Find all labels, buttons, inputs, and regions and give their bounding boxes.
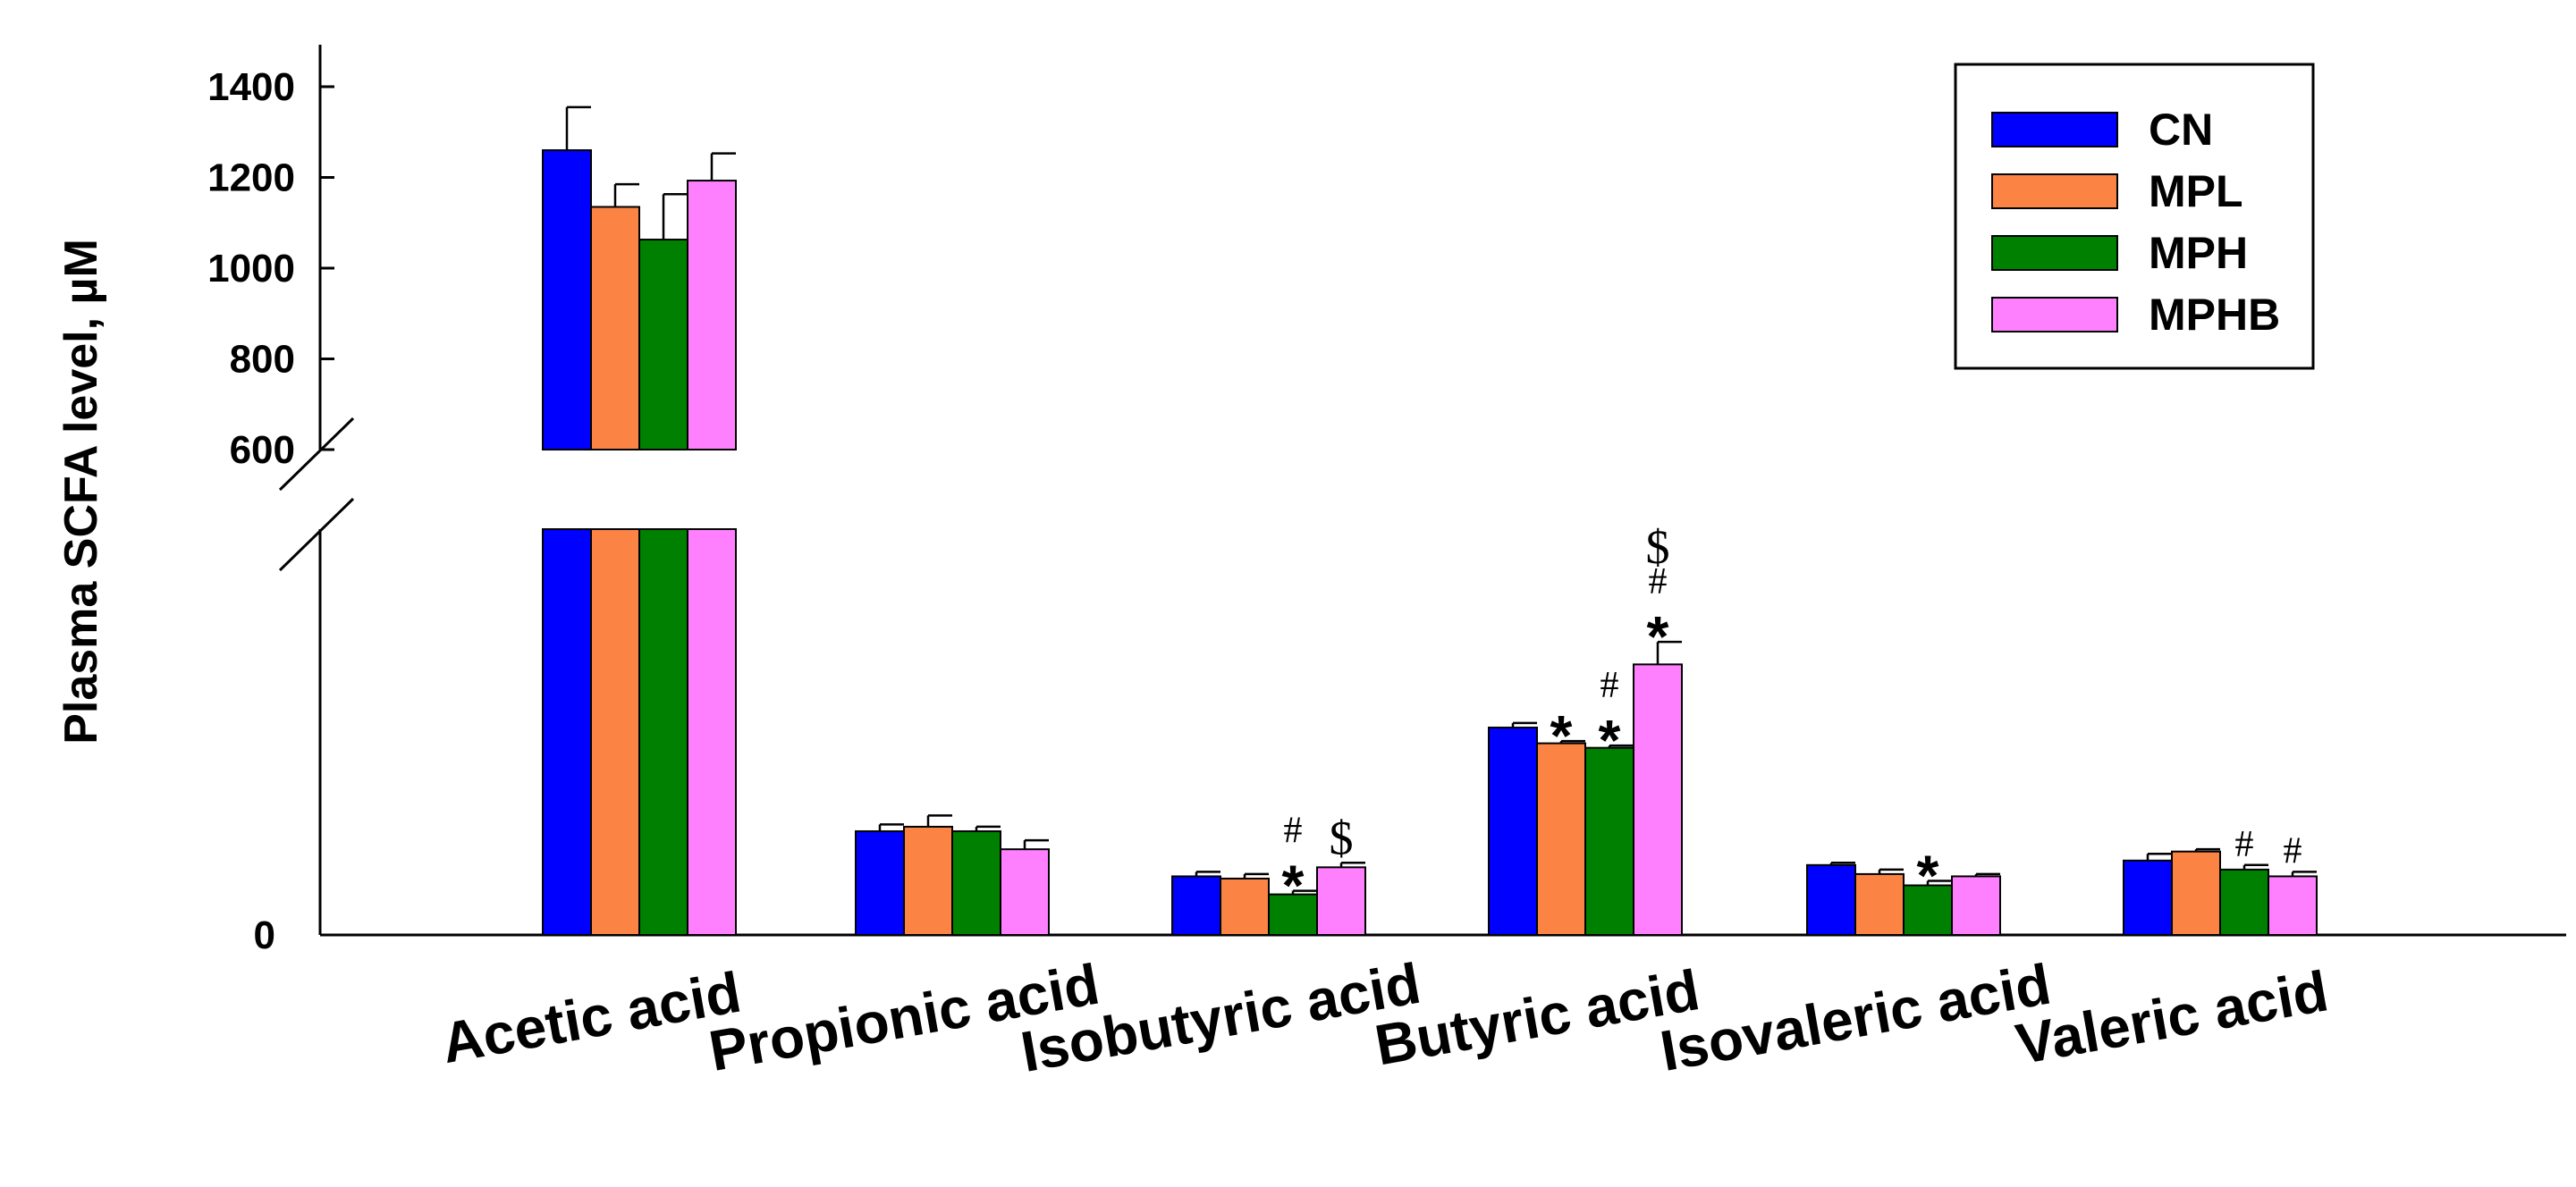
significance-mark: *	[1647, 604, 1669, 669]
bar-cn-butyric-acid	[1488, 726, 1538, 937]
bars	[542, 105, 2318, 937]
significance-mark: #	[2235, 824, 2254, 865]
significance-mark: *	[1917, 843, 1939, 907]
x-tick-label-valeric-acid: Valeric acid	[2011, 958, 2332, 1076]
significance-mark: #	[1649, 561, 1668, 602]
x-tick-label-isovaleric-acid: Isovaleric acid	[1656, 952, 2056, 1084]
bar-mphb-valeric-acid	[2268, 875, 2318, 937]
bar-mph-acetic-acid-lower	[638, 528, 688, 936]
bar-mpl-isovaleric-acid	[1854, 872, 1905, 937]
bar-mph-propionic-acid	[951, 829, 1001, 937]
bar-mphb-propionic-acid	[1000, 848, 1050, 937]
significance-mark: #	[1600, 665, 1619, 706]
legend-label-mphb: MPHB	[2149, 290, 2280, 340]
bar-mph-valeric-acid	[2219, 868, 2269, 936]
bar-mphb-isovaleric-acid	[1951, 875, 2001, 937]
legend-label-mph: MPH	[2149, 228, 2248, 278]
legend-swatch-mph	[1991, 235, 2118, 271]
bar-cn-acetic-acid-lower	[542, 528, 592, 936]
legend-swatch-mphb	[1991, 297, 2118, 333]
significance-mark: *	[1282, 854, 1305, 918]
y-axis-title: Plasma SCFA level, µM	[55, 239, 107, 745]
y-tick-label: 800	[230, 338, 295, 382]
x-tick-label-butyric-acid: Butyric acid	[1371, 957, 1704, 1078]
bar-mphb-acetic-acid-lower	[687, 528, 737, 936]
legend-swatch-mpl	[1991, 173, 2118, 209]
bar-cn-propionic-acid	[855, 829, 905, 937]
bar-mpl-acetic-acid-lower	[590, 528, 640, 936]
axis-break-mark-upper	[278, 417, 355, 492]
y-tick-label: 1400	[207, 65, 295, 109]
bar-mph-acetic-acid	[638, 239, 688, 450]
significance-mark: #	[2284, 830, 2302, 871]
significance-mark: *	[1550, 703, 1573, 768]
y-tick-label: 0	[254, 913, 275, 957]
significance-marks: *# $* *#*#$* # #	[1282, 520, 2302, 917]
bar-mpl-propionic-acid	[903, 825, 953, 937]
bar-cn-isobutyric-acid	[1171, 875, 1221, 937]
y-tick-label: 1200	[207, 156, 295, 200]
bar-mpl-isobutyric-acid	[1220, 877, 1270, 937]
legend-label-cn: CN	[2149, 105, 2213, 155]
bar-mpl-acetic-acid	[590, 206, 640, 451]
bar-mph-butyric-acid	[1584, 746, 1634, 937]
bar-mphb-isobutyric-acid	[1316, 866, 1366, 936]
bar-mphb-butyric-acid	[1633, 663, 1683, 936]
x-tick-label-acetic-acid: Acetic acid	[437, 960, 746, 1076]
significance-mark: #	[1284, 811, 1303, 852]
axis-break-mark-lower	[278, 497, 355, 572]
significance-mark: *	[1599, 708, 1621, 772]
significance-mark: $	[1646, 520, 1670, 574]
bar-cn-valeric-acid	[2123, 859, 2173, 936]
bar-cn-acetic-acid	[542, 149, 592, 451]
bar-mpl-butyric-acid	[1536, 742, 1586, 936]
significance-mark: $	[1330, 811, 1354, 864]
legend-swatch-cn	[1991, 112, 2118, 147]
y-tick-label: 1000	[207, 247, 295, 290]
legend: CN MPL MPH MPHB	[1954, 63, 2315, 370]
legend-label-mpl: MPL	[2149, 166, 2243, 216]
y-tick-label: 600	[230, 428, 295, 472]
bar-mpl-valeric-acid	[2171, 850, 2221, 937]
bar-cn-isovaleric-acid	[1806, 863, 1856, 936]
bar-mphb-acetic-acid	[687, 180, 737, 451]
